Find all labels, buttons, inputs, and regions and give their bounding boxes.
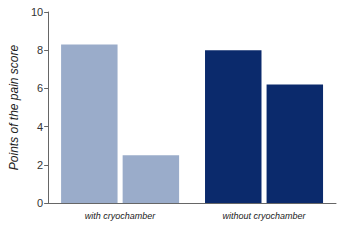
svg-text:without cryochamber: without cryochamber bbox=[223, 211, 307, 221]
svg-text:6: 6 bbox=[37, 82, 43, 94]
svg-text:2: 2 bbox=[37, 159, 43, 171]
svg-text:10: 10 bbox=[31, 6, 43, 18]
svg-text:Points of the pain score: Points of the pain score bbox=[7, 44, 21, 170]
svg-text:with cryochamber: with cryochamber bbox=[85, 211, 157, 221]
svg-text:0: 0 bbox=[37, 197, 43, 209]
svg-text:4: 4 bbox=[37, 121, 43, 133]
svg-text:8: 8 bbox=[37, 44, 43, 56]
